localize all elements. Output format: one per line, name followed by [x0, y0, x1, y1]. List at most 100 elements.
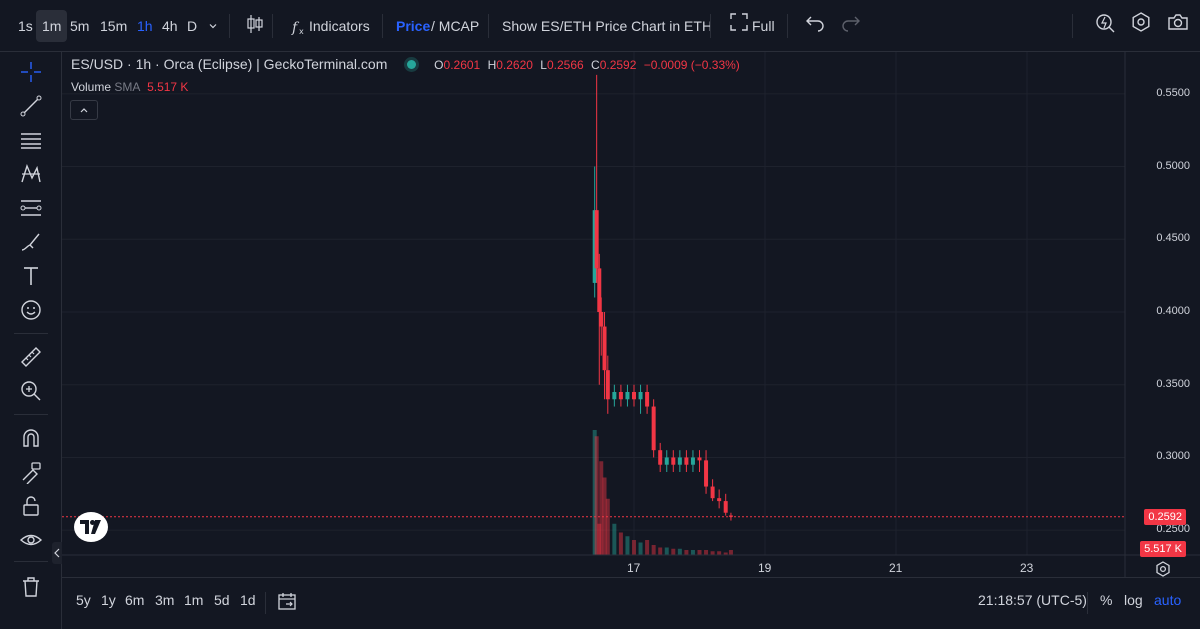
percent-toggle[interactable]: % [1100, 592, 1113, 608]
candle-body [594, 210, 599, 269]
measure-range-icon[interactable] [16, 193, 46, 223]
volume-bar [728, 550, 733, 555]
range-6m[interactable]: 6m [125, 592, 145, 608]
auto-toggle[interactable]: auto [1154, 592, 1182, 608]
volume-legend: Volume SMA 5.517 K [71, 80, 188, 94]
status-dot-icon [407, 60, 417, 69]
brush-icon[interactable] [16, 227, 46, 257]
volume-bar [605, 498, 610, 555]
interval-1m[interactable]: 1m [36, 10, 68, 42]
close-value: 0.2592 [599, 58, 637, 72]
volume-bar [638, 542, 643, 555]
candle-body [599, 312, 604, 327]
full-button[interactable]: Full [752, 18, 775, 34]
interval-1h[interactable]: 1h [137, 18, 153, 34]
time-axis-tick: 23 [1020, 561, 1034, 575]
emoji-icon[interactable] [16, 295, 46, 325]
chart-pane[interactable]: ES/USD · 1h · Orca (Eclipse) | GeckoTerm… [62, 52, 1200, 577]
drawing-toolbar [0, 52, 62, 629]
unlock-icon[interactable] [16, 491, 46, 521]
volume-bar [599, 461, 604, 555]
price-axis-tick: 0.4500 [1156, 232, 1190, 245]
volume-bar [717, 551, 722, 555]
price-axis-tick: 0.5500 [1156, 86, 1190, 99]
candle-body [618, 392, 623, 400]
clock-readout[interactable]: 21:18:57 (UTC-5) [978, 592, 1087, 608]
price-axis-tick: 0.3500 [1156, 377, 1190, 390]
time-axis-tick: 17 [627, 561, 641, 575]
price-axis-tick: 0.2500 [1156, 523, 1190, 536]
range-3m[interactable]: 3m [155, 592, 175, 608]
candle-body [717, 498, 722, 502]
interval-4h[interactable]: 4h [162, 18, 178, 34]
redo-icon[interactable] [834, 11, 868, 43]
mcap-toggle[interactable]: / MCAP [431, 18, 480, 34]
trash-icon[interactable] [16, 572, 46, 602]
camera-icon[interactable] [1160, 11, 1196, 43]
collapse-legend-button[interactable] [70, 100, 98, 120]
crosshair-icon[interactable] [16, 57, 46, 87]
range-1m[interactable]: 1m [184, 592, 204, 608]
pattern-icon[interactable] [16, 159, 46, 189]
indicators-button[interactable]: Indicators [309, 18, 370, 34]
volume-bar [658, 547, 663, 555]
volume-bar [597, 523, 602, 555]
symbol-title: ES/USD · 1h · Orca (Eclipse) | GeckoTerm… [71, 56, 388, 72]
low-value: 0.2566 [546, 58, 584, 72]
volume-bar [645, 540, 650, 555]
interval-5m[interactable]: 5m [70, 18, 90, 34]
ruler-icon[interactable] [16, 342, 46, 372]
candle-body [728, 515, 733, 517]
candles-icon[interactable] [240, 12, 270, 44]
fullscreen-icon[interactable] [722, 11, 756, 43]
candle-body [671, 457, 676, 465]
time-axis-tick: 19 [758, 561, 772, 575]
low-label: L [540, 58, 547, 72]
interval-1s[interactable]: 1s [18, 18, 33, 34]
svg-text:x: x [299, 27, 304, 36]
log-toggle[interactable]: log [1124, 592, 1143, 608]
settings-gear-icon[interactable] [1124, 11, 1158, 43]
price-axis-tick: 0.4000 [1156, 305, 1190, 317]
tradingview-logo[interactable] [74, 512, 108, 542]
range-1y[interactable]: 1y [101, 592, 116, 608]
undo-icon[interactable] [798, 11, 832, 43]
candle-body [612, 392, 617, 400]
interval-d[interactable]: D [187, 18, 198, 34]
volume-bar [651, 545, 656, 555]
candle-body [625, 392, 630, 400]
volume-bar [664, 547, 669, 555]
price-chart[interactable] [62, 52, 1200, 577]
interval-15m[interactable]: 15m [100, 18, 128, 34]
volume-bar [632, 540, 636, 555]
goto-date-calendar-icon[interactable] [276, 590, 298, 615]
volume-bar [704, 550, 709, 555]
candle-body [645, 392, 650, 407]
text-tool-icon[interactable] [16, 261, 46, 291]
quick-search-icon[interactable] [1088, 11, 1122, 43]
chart-settings-icon[interactable] [1154, 560, 1172, 581]
close-label: C [591, 58, 600, 72]
candle-body [602, 326, 607, 371]
interval-dropdown-chevron-icon[interactable] [202, 10, 224, 42]
volume-bar [592, 430, 597, 555]
collapse-toolbar-chevron-icon[interactable] [52, 542, 62, 564]
high-value: 0.2620 [496, 58, 533, 72]
range-1d[interactable]: 1d [240, 592, 256, 608]
lock-drawings-icon[interactable] [16, 457, 46, 487]
magnet-icon[interactable] [16, 423, 46, 453]
range-5d[interactable]: 5d [214, 592, 230, 608]
range-5y[interactable]: 5y [76, 592, 91, 608]
price-toggle[interactable]: Price [396, 18, 431, 34]
candle-body [723, 501, 728, 513]
candle-body [677, 457, 682, 465]
candle-body [704, 460, 709, 487]
zoom-in-icon[interactable] [16, 376, 46, 406]
show-eth-chart-button[interactable]: Show ES/ETH Price Chart in ETH [502, 18, 713, 34]
trend-line-icon[interactable] [16, 91, 46, 121]
candle-body [651, 406, 656, 451]
eye-icon[interactable] [16, 525, 46, 555]
parallel-lines-icon[interactable] [16, 125, 46, 155]
